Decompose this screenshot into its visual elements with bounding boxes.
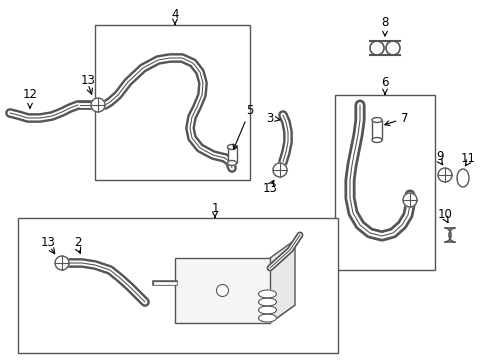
Circle shape [402,193,416,207]
Circle shape [55,256,69,270]
Ellipse shape [456,169,468,187]
Circle shape [385,41,399,55]
Ellipse shape [371,138,381,143]
Ellipse shape [227,161,236,166]
Ellipse shape [258,314,276,322]
Ellipse shape [227,144,236,149]
Circle shape [437,168,451,182]
Text: 7: 7 [384,112,408,126]
Text: 6: 6 [381,76,388,94]
Text: 8: 8 [381,15,388,36]
Ellipse shape [371,117,381,122]
Text: 11: 11 [460,152,474,165]
Circle shape [272,163,286,177]
Bar [227,147,236,163]
Text: 13: 13 [41,235,55,248]
Bar [18,218,337,353]
Bar [334,95,434,270]
Text: 3: 3 [266,112,279,125]
Text: 13: 13 [262,181,277,194]
Text: 5: 5 [233,104,253,149]
Text: 1: 1 [211,202,218,217]
Text: 4: 4 [171,9,179,24]
Ellipse shape [258,306,276,314]
Circle shape [91,98,105,112]
Text: 13: 13 [81,73,95,86]
Text: 12: 12 [22,89,38,108]
Text: 2: 2 [74,235,81,248]
Circle shape [369,41,383,55]
Text: 10: 10 [437,208,451,221]
Circle shape [216,284,228,297]
Text: 9: 9 [435,150,443,163]
Ellipse shape [258,290,276,298]
Polygon shape [175,305,294,323]
Ellipse shape [258,298,276,306]
Bar [95,25,249,180]
Polygon shape [269,240,294,323]
Bar [175,258,269,323]
Bar [371,120,381,140]
